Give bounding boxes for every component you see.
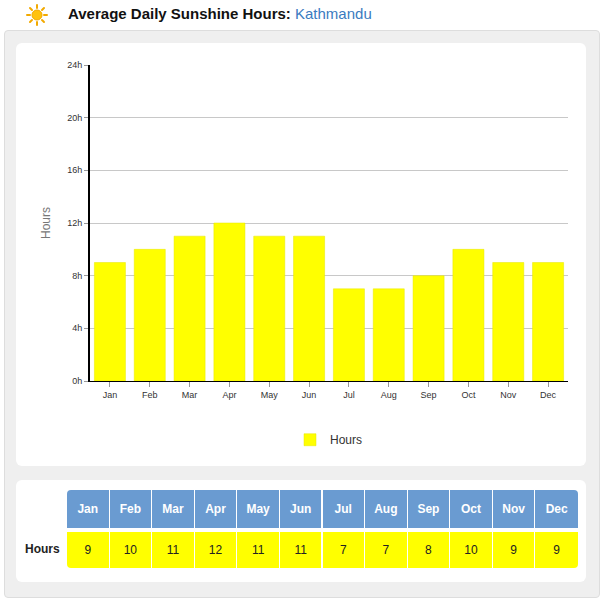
html-text:Average Daily Sunshine Hours:: Average Daily Sunshine Hours: Kathmandu [68, 5, 372, 22]
html-text:10: 10 [123, 543, 137, 557]
html-text:Aug: Aug [374, 502, 398, 516]
html-text:11: 11 [294, 543, 307, 557]
html-text:8: 8 [425, 543, 432, 557]
svg-text:Hours: Hours [330, 433, 362, 447]
svg-text:4h: 4h [72, 323, 82, 333]
svg-text:Feb: Feb [142, 390, 158, 400]
html-text:9: 9 [553, 543, 560, 557]
svg-text:Aug: Aug [381, 390, 397, 400]
svg-text:Apr: Apr [222, 390, 236, 400]
html-text:9: 9 [510, 543, 517, 557]
svg-text:May: May [261, 390, 279, 400]
html-text:Jan: Jan [77, 502, 99, 516]
html-text:12: 12 [208, 543, 223, 557]
svg-text:Mar: Mar [182, 390, 198, 400]
html-text:11: 11 [166, 543, 180, 557]
svg-text:24h: 24h [67, 60, 82, 70]
svg-text:Oct: Oct [461, 390, 476, 400]
html-text:Mar: Mar [162, 502, 184, 516]
html-text:Apr: Apr [205, 502, 226, 516]
html-text:May: May [246, 502, 270, 516]
svg-text:Jun: Jun [302, 390, 317, 400]
svg-text:8h: 8h [72, 271, 82, 281]
svg-text:Nov: Nov [500, 390, 517, 400]
html-text:10: 10 [464, 543, 478, 557]
html-text:Feb: Feb [119, 502, 141, 516]
html-text:11: 11 [251, 543, 265, 557]
svg-text:16h: 16h [67, 165, 82, 175]
svg-text:12h: 12h [67, 218, 82, 228]
html-text:Hours: Hours [25, 542, 60, 556]
svg-text:Hours: Hours [39, 207, 53, 239]
html-text:7: 7 [382, 543, 390, 557]
html-text:Jul: Jul [334, 502, 352, 516]
html-text:Nov: Nov [502, 502, 525, 516]
svg-text:0h: 0h [72, 376, 82, 386]
html-text:7: 7 [339, 543, 347, 557]
svg-text:Jul: Jul [343, 390, 355, 400]
html-text:Jun: Jun [290, 502, 312, 516]
svg-text:20h: 20h [67, 113, 82, 123]
html-text:Sep: Sep [417, 502, 440, 516]
html-text:Dec: Dec [545, 502, 568, 516]
html-text:Oct: Oct [461, 502, 481, 516]
svg-text:Jan: Jan [103, 390, 118, 400]
html-text:9: 9 [84, 543, 92, 557]
svg-text:Dec: Dec [540, 390, 557, 400]
svg-text:Sep: Sep [421, 390, 437, 400]
